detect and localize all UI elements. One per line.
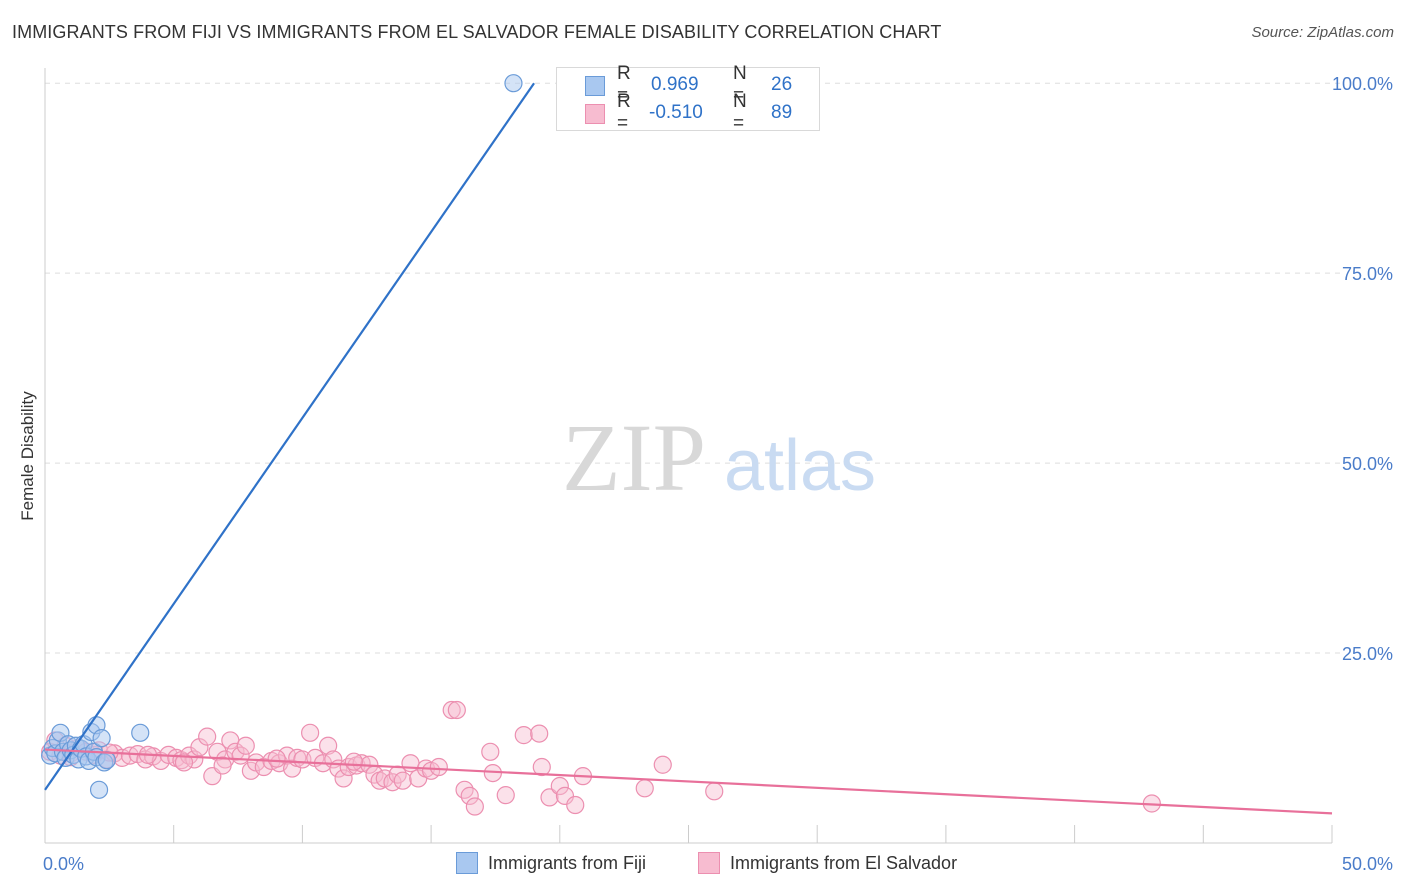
y-tick-label: 75.0%	[1342, 264, 1393, 284]
watermark-zip: ZIP	[562, 404, 706, 511]
fiji-r-label: R =	[617, 63, 631, 106]
fiji-swatch	[585, 76, 605, 96]
fiji-point	[89, 780, 109, 799]
elsalvador-point	[352, 754, 371, 773]
fiji-point	[92, 729, 111, 748]
elsalvador-point	[198, 727, 217, 746]
elsalvador-point	[267, 749, 286, 768]
elsalvador-point	[496, 786, 515, 805]
elsalvador-point	[344, 752, 363, 771]
elsalvador-point	[532, 757, 551, 777]
fiji-legend-label: Immigrants from Fiji	[488, 852, 647, 873]
elsalvador-point	[514, 726, 533, 745]
elsalvador-point	[555, 786, 575, 805]
elsalvador-point	[481, 742, 500, 761]
watermark-atlas: atlas	[724, 426, 876, 506]
elsalvador-point	[283, 759, 302, 778]
elsalvador-point	[334, 769, 353, 788]
elsalvador-swatch	[585, 104, 605, 124]
fiji-n-label: N =	[733, 63, 747, 106]
x-tick-label-left: 0.0%	[43, 854, 84, 874]
elsalvador-trend-line	[44, 748, 1333, 815]
elsalvador-point	[393, 771, 412, 790]
elsalvador-legend-label: Immigrants from El Salvador	[730, 852, 958, 873]
elsalvador-point	[705, 782, 724, 801]
fiji-trend-line	[44, 82, 535, 791]
elsalvador-point	[208, 742, 227, 761]
elsalvador-point	[213, 756, 232, 775]
elsalvador-r-label: R =	[617, 91, 631, 134]
elsalvador-point	[447, 700, 466, 720]
chart-title: IMMIGRANTS FROM FIJI VS IMMIGRANTS FROM …	[12, 22, 942, 42]
elsalvador-point	[319, 736, 338, 755]
fiji-legend-swatch	[456, 852, 478, 874]
elsalvador-point	[465, 797, 484, 816]
x-tick-label-right: 50.0%	[1342, 854, 1393, 874]
elsalvador-point	[120, 746, 140, 765]
y-tick-label: 50.0%	[1342, 454, 1393, 474]
elsalvador-point	[301, 723, 320, 742]
elsalvador-n-label: N =	[733, 91, 747, 134]
elsalvador-point	[530, 724, 549, 743]
fiji-point	[504, 74, 523, 93]
elsalvador-point	[460, 786, 479, 805]
elsalvador-point	[540, 788, 559, 807]
elsalvador-point	[236, 736, 255, 755]
source-label: Source: ZipAtlas.com	[1251, 24, 1394, 41]
stats-legend: R = 0.969 N = 26 R = -0.510 N = 89	[556, 63, 820, 134]
elsalvador-n-value: 89	[771, 102, 793, 123]
fiji-r-value: 0.969	[651, 74, 699, 95]
y-tick-label: 100.0%	[1332, 74, 1393, 94]
y-tick-label: 25.0%	[1342, 644, 1393, 664]
elsalvador-r-value: -0.510	[649, 102, 703, 123]
fiji-point	[131, 723, 150, 742]
elsalvador-point	[442, 700, 461, 720]
y-axis-label: Female Disability	[18, 391, 37, 521]
elsalvador-point	[653, 755, 672, 774]
elsalvador-point	[174, 753, 194, 772]
elsalvador-point	[429, 757, 448, 777]
elsalvador-legend-swatch	[698, 852, 720, 874]
elsalvador-point	[401, 754, 420, 773]
elsalvador-point	[635, 779, 654, 798]
series-legend: Immigrants from Fiji Immigrants from El …	[0, 852, 1406, 878]
elsalvador-point	[566, 795, 585, 815]
fiji-point	[97, 751, 116, 770]
legend-item-fiji[interactable]: Immigrants from Fiji	[456, 852, 646, 874]
elsalvador-point	[550, 776, 569, 796]
legend-item-elsalvador[interactable]: Immigrants from El Salvador	[698, 852, 957, 874]
fiji-n-value: 26	[771, 74, 793, 95]
